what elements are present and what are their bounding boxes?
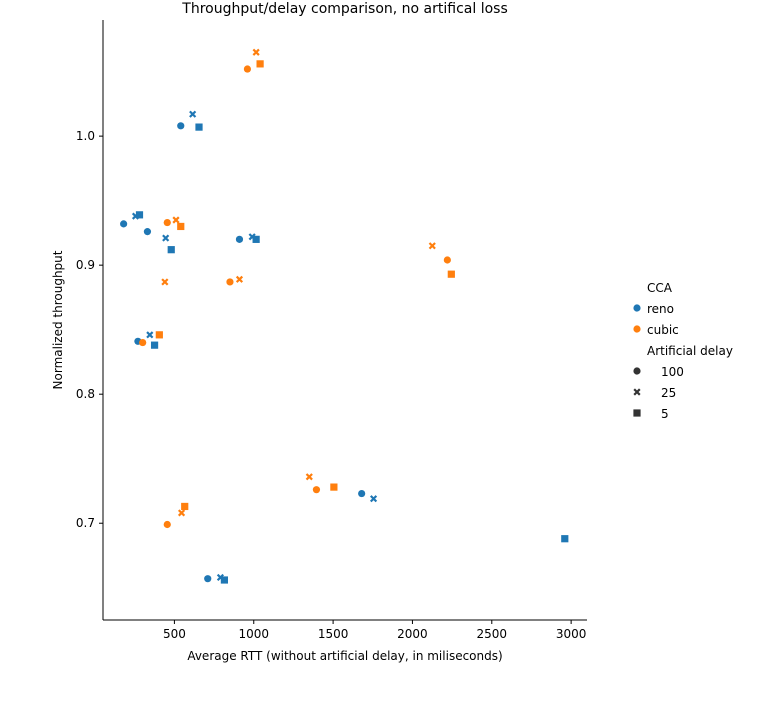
legend-hue-title: CCA — [647, 281, 673, 295]
data-point-reno-delay-5 — [561, 535, 569, 543]
data-point-cubic-delay-5 — [447, 270, 455, 278]
data-point-reno-delay-5 — [195, 123, 203, 131]
data-point-reno-delay-25 — [189, 110, 197, 118]
x-axis-label: Average RTT (without artificial delay, i… — [187, 649, 502, 663]
x-tick-label: 1000 — [238, 627, 269, 641]
data-point-reno-delay-25 — [369, 495, 378, 503]
data-point-cubic-delay-25 — [428, 242, 436, 250]
data-point-reno-delay-100 — [143, 228, 152, 236]
data-point-cubic-delay-25 — [172, 216, 180, 224]
data-point-reno-delay-5 — [252, 235, 260, 243]
legend-marker-delay-5 — [633, 409, 641, 417]
x-tick-label: 2500 — [477, 627, 508, 641]
data-point-reno-delay-5 — [150, 341, 159, 349]
data-point-cubic-delay-25 — [177, 509, 186, 517]
legend-marker-delay-25 — [633, 388, 641, 396]
legend: CCA reno cubic Artificial delay 100 25 5 — [633, 281, 733, 421]
x-axis-ticks: 500 1000 1500 2000 2500 3000 — [163, 620, 586, 641]
legend-style-title: Artificial delay — [647, 344, 733, 358]
y-axis-ticks: 0.7 0.8 0.9 1.0 — [76, 129, 103, 530]
data-point-cubic-delay-25 — [161, 278, 169, 286]
y-tick-label: 1.0 — [76, 129, 95, 143]
data-point-reno-delay-100 — [120, 220, 128, 228]
data-point-reno-delay-25 — [146, 331, 154, 339]
data-point-cubic-delay-100 — [163, 218, 171, 227]
y-tick-label: 0.8 — [76, 387, 95, 401]
data-point-reno-delay-5 — [135, 211, 144, 219]
data-point-cubic-delay-25 — [305, 473, 313, 481]
data-point-cubic-delay-100 — [139, 338, 147, 347]
plot-area — [120, 48, 569, 584]
data-point-reno-delay-25 — [162, 234, 170, 242]
x-tick-label: 2000 — [397, 627, 428, 641]
data-point-cubic-delay-100 — [163, 520, 171, 529]
data-point-cubic-delay-100 — [443, 256, 451, 264]
data-point-cubic-delay-25 — [235, 275, 244, 283]
legend-label-delay-100: 100 — [661, 365, 684, 379]
x-tick-label: 3000 — [556, 627, 587, 641]
data-point-cubic-delay-5 — [256, 60, 264, 68]
data-point-cubic-delay-5 — [177, 222, 185, 231]
data-point-reno-delay-100 — [235, 235, 244, 243]
x-tick-label: 500 — [163, 627, 186, 641]
x-tick-label: 1500 — [318, 627, 349, 641]
legend-label-delay-5: 5 — [661, 407, 669, 421]
data-point-reno-delay-100 — [358, 489, 366, 498]
data-point-reno-delay-5 — [220, 576, 228, 584]
legend-label-reno: reno — [647, 302, 674, 316]
legend-marker-reno — [633, 304, 641, 312]
data-point-cubic-delay-100 — [243, 65, 252, 73]
legend-label-delay-25: 25 — [661, 386, 676, 400]
y-tick-label: 0.7 — [76, 516, 95, 530]
chart-title: Throughput/delay comparison, no artifica… — [181, 1, 507, 17]
legend-marker-delay-100 — [633, 367, 641, 375]
data-point-reno-delay-100 — [177, 122, 185, 130]
data-point-reno-delay-5 — [167, 246, 175, 254]
legend-label-cubic: cubic — [647, 323, 679, 337]
data-point-cubic-delay-5 — [330, 483, 338, 491]
legend-marker-cubic — [633, 325, 641, 333]
y-axis-label: Normalized throughput — [51, 250, 65, 389]
data-point-cubic-delay-5 — [155, 331, 163, 339]
data-point-cubic-delay-5 — [181, 502, 189, 511]
y-tick-label: 0.9 — [76, 258, 95, 272]
data-point-reno-delay-100 — [204, 575, 212, 583]
data-point-cubic-delay-100 — [226, 278, 234, 286]
data-point-cubic-delay-100 — [312, 486, 321, 494]
data-point-cubic-delay-25 — [252, 48, 260, 56]
